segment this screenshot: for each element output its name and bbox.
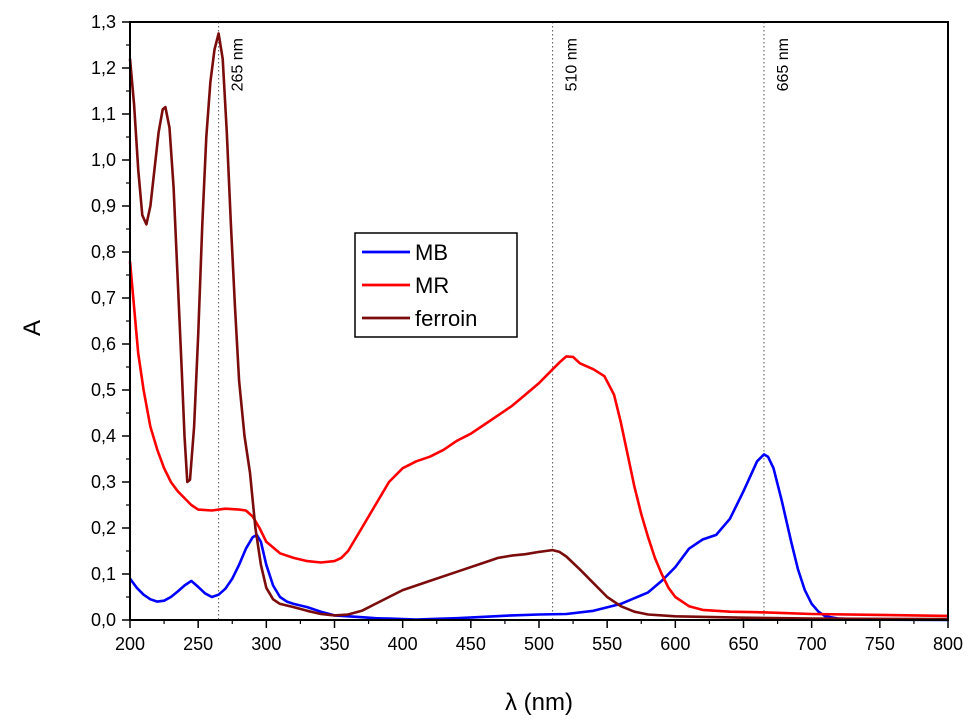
x-tick-label: 600 [660,634,690,654]
x-axis-ticks: 200 250 300 350 400 450 500 550 600 650 700 750 800 [115,620,963,654]
y-axis-ticks: 0,0 0,1 0,2 0,3 0,4 0,5 0,6 0,7 0,8 0,9 1,0 1,1 1,2 1… [91,12,130,630]
reference-line-label: 510 nm [564,38,581,91]
reference-line-label: 665 nm [775,38,792,91]
y-tick-label: 0,7 [91,288,116,308]
y-tick-label: 0,9 [91,196,116,216]
legend-label-MR: MR [415,273,449,298]
y-tick-label: 0,1 [91,564,116,584]
y-tick-label: 0,4 [91,426,116,446]
series-group [130,34,948,621]
y-tick-label: 0,0 [91,610,116,630]
series-line-ferroin [130,34,948,620]
x-tick-label: 550 [592,634,622,654]
legend: MB MR ferroin [355,233,517,337]
x-tick-label: 650 [728,634,758,654]
x-tick-label: 450 [456,634,486,654]
y-tick-label: 1,0 [91,150,116,170]
x-tick-label: 300 [251,634,281,654]
y-tick-label: 1,3 [91,12,116,32]
y-tick-label: 1,2 [91,58,116,78]
x-tick-label: 350 [319,634,349,654]
x-axis-label: λ (nm) [505,689,573,716]
x-tick-label: 700 [797,634,827,654]
y-tick-label: 0,8 [91,242,116,262]
x-tick-label: 200 [115,634,145,654]
y-tick-label: 0,6 [91,334,116,354]
y-tick-label: 0,2 [91,518,116,538]
x-tick-label: 750 [865,634,895,654]
x-tick-label: 400 [388,634,418,654]
series-line-MR [130,261,948,616]
legend-label-MB: MB [415,240,448,265]
y-tick-label: 0,5 [91,380,116,400]
y-tick-label: 0,3 [91,472,116,492]
legend-label-ferroin: ferroin [415,306,477,331]
series-line-MB [130,454,948,620]
y-tick-label: 1,1 [91,104,116,124]
plot-frame [130,22,948,620]
x-tick-label: 800 [933,634,963,654]
y-axis-label: A [19,320,46,336]
x-tick-label: 250 [183,634,213,654]
x-tick-label: 500 [524,634,554,654]
reference-line-label: 265 nm [230,38,247,91]
